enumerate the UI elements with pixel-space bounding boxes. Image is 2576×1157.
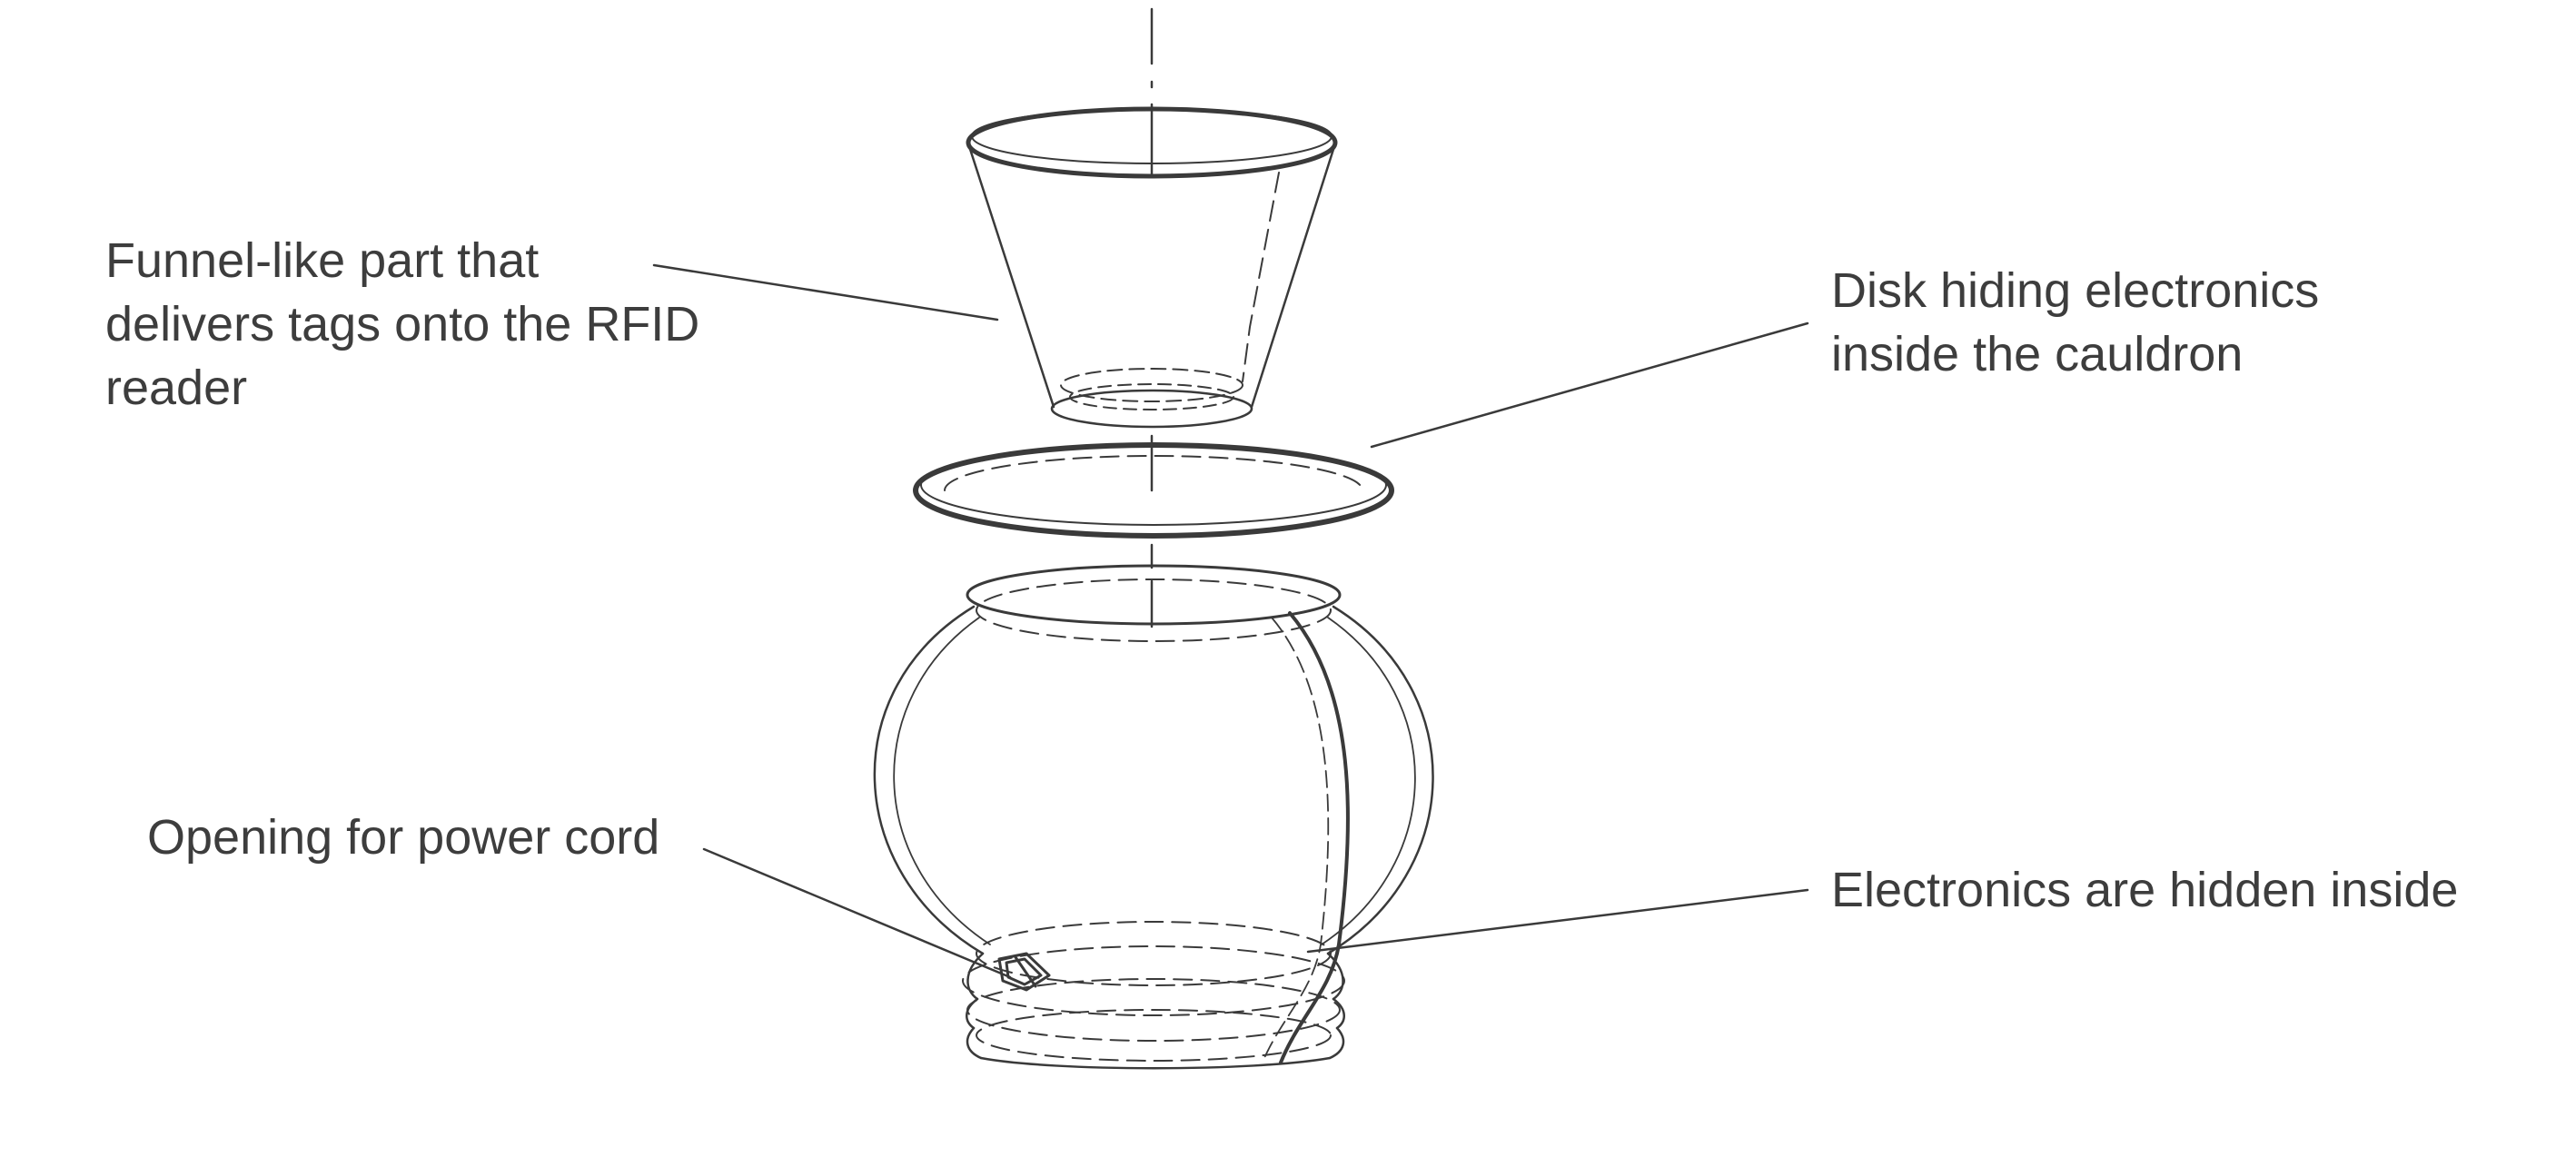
disk-annotation-line-1: Disk hiding electronics	[1831, 263, 2320, 318]
power-cord-opening	[997, 952, 1051, 992]
leader-lines	[652, 263, 1809, 979]
opening-annotation-line-1: Opening for power cord	[147, 810, 660, 865]
cauldron-part	[873, 564, 1434, 1070]
opening-annotation: Opening for power cord	[147, 806, 659, 869]
leader-disk	[1370, 321, 1809, 449]
leader-electronics	[1306, 888, 1809, 954]
funnel-annotation: Funnel-like part that delivers tags onto…	[105, 229, 699, 420]
funnel-annotation-line-2: delivers tags onto the RFID	[105, 297, 700, 351]
electronics-annotation-line-1: Electronics are hidden inside	[1831, 863, 2459, 917]
disk-annotation-line-2: inside the cauldron	[1831, 327, 2244, 381]
funnel-part	[966, 106, 1338, 429]
leader-opening	[702, 847, 1012, 979]
disk-part	[913, 442, 1394, 539]
leader-funnel	[652, 263, 999, 321]
electronics-annotation: Electronics are hidden inside	[1831, 858, 2458, 922]
funnel-annotation-line-1: Funnel-like part that	[105, 233, 540, 288]
disk-annotation: Disk hiding electronics inside the cauld…	[1831, 259, 2319, 386]
funnel-annotation-line-3: reader	[105, 361, 248, 415]
